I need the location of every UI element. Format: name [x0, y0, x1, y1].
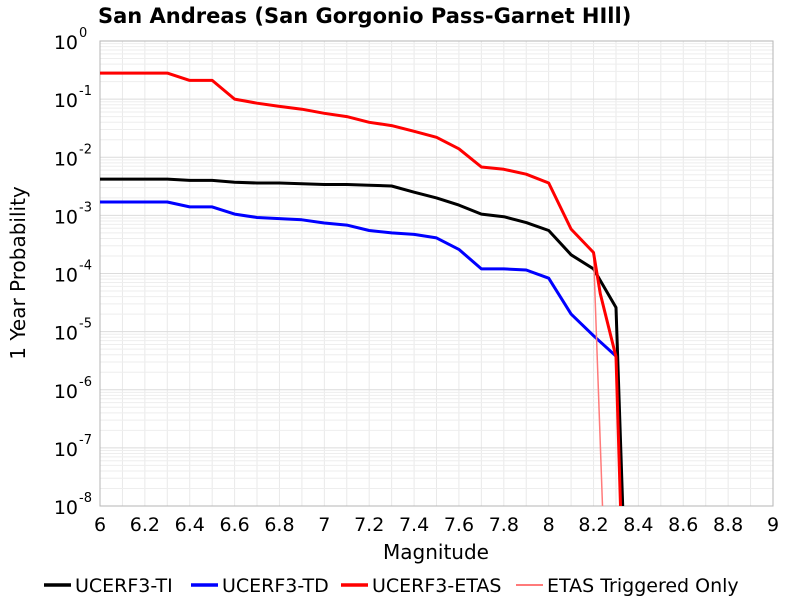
- x-tick-label: 6: [94, 514, 106, 536]
- y-tick-base: 10: [54, 206, 78, 228]
- x-tick-label: 7.4: [399, 514, 429, 536]
- x-axis-title: Magnitude: [383, 540, 489, 564]
- y-tick-exponent: -1: [79, 84, 92, 99]
- series-line-etas-triggered-only: [592, 252, 604, 506]
- x-tick-label: 6.2: [130, 514, 160, 536]
- y-tick-base: 10: [54, 32, 78, 54]
- y-tick-exponent: -8: [79, 491, 92, 506]
- plot-frame: [99, 40, 774, 507]
- x-tick-label: 6.8: [264, 514, 294, 536]
- x-tick-label: 8: [543, 514, 555, 536]
- legend-label: UCERF3-ETAS: [372, 575, 501, 597]
- y-tick-base: 10: [54, 265, 78, 287]
- chart-title: San Andreas (San Gorgonio Pass-Garnet HI…: [98, 4, 631, 28]
- x-tick-labels: 6 6.2 6.4 6.6 6.8 7 7.2 7.4 7.6 7.8 8 8.2 8.4 8.6 8.8 9: [94, 514, 779, 536]
- y-axis-title: 1 Year Probability: [6, 186, 30, 360]
- y-tick-exponent: 0: [79, 26, 87, 41]
- y-tick-exponent: -2: [79, 142, 92, 157]
- x-tick-label: 8.2: [578, 514, 608, 536]
- series-layer: [100, 71, 625, 506]
- y-tick-exponent: -6: [79, 375, 92, 390]
- x-tick-label: 7: [318, 514, 330, 536]
- x-tick-label: 7.2: [354, 514, 384, 536]
- y-tick-base: 10: [54, 381, 78, 403]
- y-tick-base: 10: [54, 90, 78, 112]
- x-tick-label: 8.8: [713, 514, 743, 536]
- x-tick-label: 7.8: [489, 514, 519, 536]
- y-tick-base: 10: [54, 497, 78, 519]
- x-tick-label: 6.6: [219, 514, 249, 536]
- legend-label: UCERF3-TI: [75, 575, 173, 597]
- x-tick-label: 7.6: [444, 514, 474, 536]
- x-tick-label: 8.6: [668, 514, 698, 536]
- x-tick-label: 6.4: [175, 514, 205, 536]
- legend-label: ETAS Triggered Only: [547, 575, 739, 597]
- series-line-ucerf3-ti: [100, 177, 625, 506]
- legend: UCERF3-TI UCERF3-TD UCERF3-ETAS ETAS Trigge…: [44, 575, 739, 597]
- series-line-ucerf3-etas: [100, 71, 622, 506]
- y-tick-base: 10: [54, 148, 78, 170]
- x-tick-label: 8.4: [623, 514, 653, 536]
- y-tick-base: 10: [54, 323, 78, 345]
- grid: [99, 41, 774, 507]
- y-tick-base: 10: [54, 439, 78, 461]
- series-line-ucerf3-td: [100, 200, 618, 358]
- y-tick-exponent: -5: [79, 317, 92, 332]
- y-tick-exponent: -7: [79, 433, 92, 448]
- legend-label: UCERF3-TD: [222, 575, 329, 597]
- y-tick-exponent: -3: [79, 200, 92, 215]
- x-tick-label: 9: [767, 514, 779, 536]
- y-tick-exponent: -4: [79, 259, 92, 274]
